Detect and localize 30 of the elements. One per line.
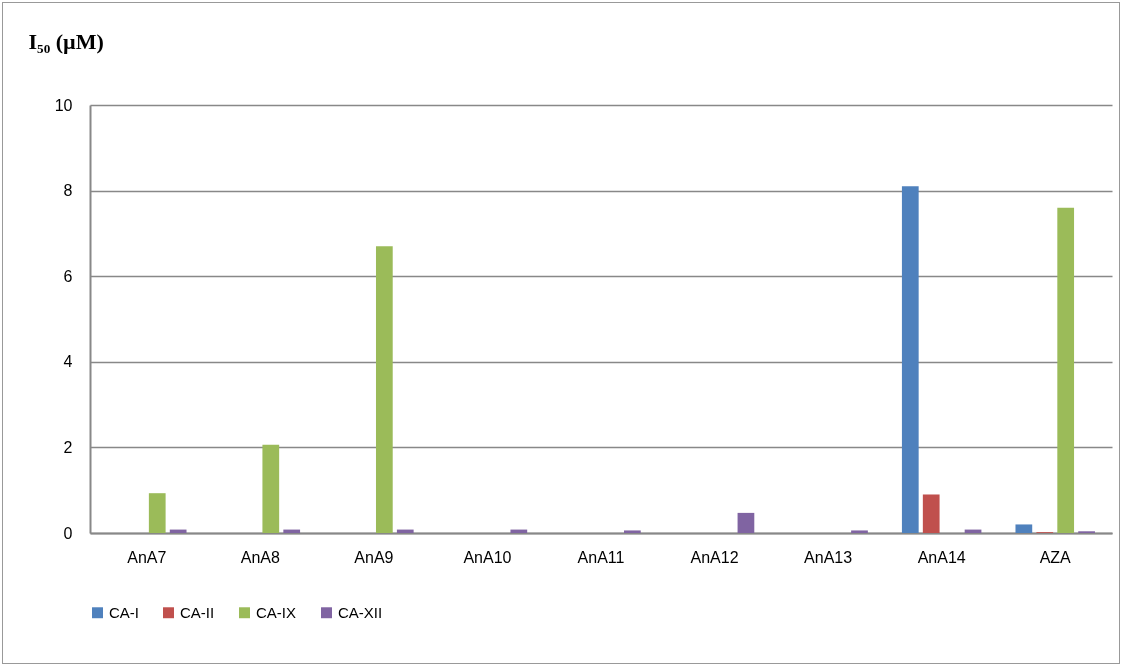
bar bbox=[737, 512, 755, 533]
x-tick-label: AnA12 bbox=[690, 548, 739, 566]
bar bbox=[262, 444, 280, 533]
y-tick-label: 2 bbox=[63, 438, 73, 456]
x-tick-label: AZA bbox=[1039, 548, 1072, 566]
x-tick-label: AnA8 bbox=[240, 548, 281, 566]
legend-label: CA-I bbox=[109, 603, 139, 621]
y-tick-label: 8 bbox=[63, 182, 73, 200]
legend-label: CA-IX bbox=[256, 603, 297, 621]
bar bbox=[375, 246, 393, 533]
bar bbox=[1015, 524, 1033, 533]
bar bbox=[851, 530, 868, 533]
bar bbox=[922, 494, 940, 533]
x-tick-label: AnA13 bbox=[804, 548, 853, 566]
bar bbox=[148, 493, 166, 533]
x-tick-label: AnA7 bbox=[127, 548, 167, 566]
legend-label: CA-XII bbox=[338, 603, 383, 621]
x-tick-label: AnA10 bbox=[463, 548, 512, 566]
y-tick-label: 4 bbox=[63, 353, 73, 371]
y-axis-title: I₅₀ (µM) bbox=[28, 28, 104, 54]
x-tick-label: AnA9 bbox=[354, 548, 394, 566]
y-tick-label: 6 bbox=[63, 267, 73, 285]
bar bbox=[901, 186, 919, 533]
legend-label: CA-II bbox=[180, 603, 215, 621]
bar bbox=[1057, 207, 1075, 533]
x-tick-label: AnA11 bbox=[577, 548, 625, 566]
bar bbox=[624, 530, 641, 533]
y-tick-label: 0 bbox=[63, 524, 73, 542]
x-tick-label: AnA14 bbox=[917, 548, 966, 566]
y-tick-label: 10 bbox=[54, 96, 73, 114]
